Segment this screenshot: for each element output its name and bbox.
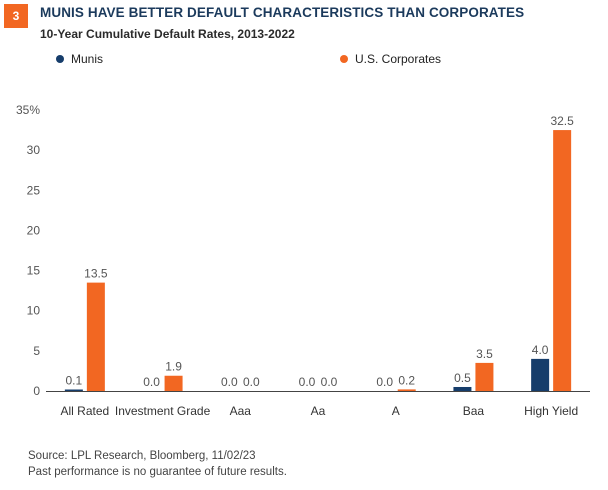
data-label: 0.0 [243, 375, 260, 389]
x-tick-label: Aa [311, 404, 326, 418]
y-tick-label: 5 [33, 344, 40, 358]
data-label: 0.0 [376, 375, 393, 389]
bar [531, 358, 550, 391]
legend-item-munis: Munis [56, 52, 103, 66]
x-tick-label: All Rated [61, 404, 110, 418]
legend-item-corporates: U.S. Corporates [340, 52, 441, 66]
data-label: 0.0 [321, 375, 338, 389]
data-label: 0.1 [66, 374, 83, 388]
data-label: 13.5 [84, 267, 108, 281]
x-tick-label: High Yield [524, 404, 578, 418]
y-tick-label: 25 [27, 183, 41, 197]
data-label: 3.5 [476, 347, 493, 361]
data-label: 0.5 [454, 371, 471, 385]
bar [64, 389, 83, 391]
bar [553, 130, 572, 392]
source-note: Source: LPL Research, Bloomberg, 11/02/2… [28, 450, 256, 462]
data-label: 0.2 [398, 373, 415, 387]
bar [475, 362, 494, 391]
x-tick-label: A [392, 404, 400, 418]
data-label: 0.0 [221, 375, 238, 389]
data-label: 1.9 [165, 360, 182, 374]
y-tick-label: 30 [27, 143, 41, 157]
bar [86, 282, 105, 391]
bar [453, 386, 472, 391]
data-label: 0.0 [143, 375, 160, 389]
figure-number-badge: 3 [4, 4, 28, 28]
y-tick-label: 10 [27, 304, 41, 318]
data-label: 0.0 [299, 375, 316, 389]
data-label: 4.0 [532, 343, 549, 357]
chart-title: MUNIS HAVE BETTER DEFAULT CHARACTERISTIC… [40, 5, 525, 20]
legend-marker-corporates [340, 55, 348, 63]
x-tick-label: Aaa [230, 404, 252, 418]
legend-marker-munis [56, 55, 64, 63]
x-tick-label: Baa [463, 404, 485, 418]
legend-label-munis: Munis [71, 52, 104, 66]
data-label: 32.5 [550, 114, 574, 128]
y-tick-label: 35% [16, 103, 40, 117]
y-tick-label: 0 [33, 384, 40, 398]
y-tick-label: 15 [27, 264, 41, 278]
y-tick-label: 20 [27, 223, 41, 237]
x-tick-label: Investment Grade [115, 404, 211, 418]
chart-subtitle: 10-Year Cumulative Default Rates, 2013-2… [40, 27, 295, 41]
disclaimer-note: Past performance is no guarantee of futu… [28, 466, 287, 478]
bar [397, 389, 416, 391]
legend-label-corporates: U.S. Corporates [355, 52, 442, 66]
bar [164, 375, 183, 391]
